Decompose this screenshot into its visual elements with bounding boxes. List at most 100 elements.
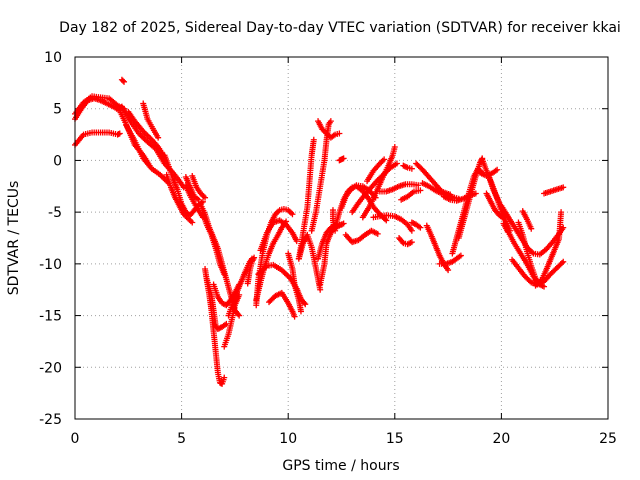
data-series bbox=[359, 143, 398, 221]
data-series bbox=[398, 187, 424, 203]
data-series bbox=[532, 209, 565, 289]
data-point bbox=[529, 249, 536, 256]
data-point bbox=[336, 130, 343, 137]
data-series bbox=[400, 162, 415, 172]
data-point bbox=[558, 260, 565, 267]
data-series bbox=[408, 219, 424, 231]
data-point bbox=[310, 136, 317, 143]
data-series bbox=[257, 217, 300, 254]
data-series bbox=[204, 277, 230, 333]
data-point bbox=[383, 217, 390, 224]
data-point bbox=[528, 225, 535, 232]
data-point bbox=[202, 194, 209, 201]
data-series bbox=[182, 173, 202, 203]
data-point bbox=[393, 160, 400, 167]
y-tick-label: -15 bbox=[39, 309, 62, 325]
data-point bbox=[236, 312, 243, 319]
data-series bbox=[285, 250, 304, 315]
data-series bbox=[315, 118, 343, 141]
data-point bbox=[408, 165, 415, 172]
data-point bbox=[374, 230, 381, 237]
data-point bbox=[317, 286, 324, 293]
data-point bbox=[560, 184, 567, 191]
y-tick-label: 10 bbox=[44, 50, 62, 66]
data-point bbox=[195, 196, 202, 203]
data-series bbox=[519, 208, 535, 232]
data-series bbox=[342, 227, 381, 246]
plot-area bbox=[72, 76, 567, 387]
x-tick-label: 10 bbox=[279, 431, 297, 447]
data-series bbox=[189, 172, 209, 201]
data-point bbox=[199, 198, 206, 205]
data-point bbox=[251, 254, 258, 261]
y-tick-label: -10 bbox=[39, 257, 62, 273]
data-point bbox=[399, 238, 406, 245]
data-point bbox=[302, 301, 309, 308]
y-tick-label: 0 bbox=[53, 153, 62, 169]
data-point bbox=[301, 299, 308, 306]
data-point bbox=[340, 155, 347, 162]
data-point bbox=[560, 224, 567, 231]
plot-frame bbox=[74, 56, 609, 420]
data-point bbox=[417, 187, 424, 194]
data-point bbox=[415, 182, 422, 189]
data-series bbox=[541, 184, 567, 197]
data-series bbox=[515, 219, 548, 290]
data-point bbox=[558, 209, 565, 216]
x-tick-label: 25 bbox=[599, 431, 617, 447]
y-tick-label: 5 bbox=[53, 102, 62, 118]
data-point bbox=[457, 252, 464, 259]
data-series bbox=[370, 212, 415, 234]
y-axis-title: SDTVAR / TECUs bbox=[6, 181, 22, 296]
data-series bbox=[163, 171, 196, 226]
data-series bbox=[364, 156, 388, 185]
data-series bbox=[140, 100, 162, 141]
data-point bbox=[408, 239, 415, 246]
data-point bbox=[155, 134, 162, 141]
data-point bbox=[381, 156, 388, 163]
data-point bbox=[338, 221, 345, 228]
data-series bbox=[396, 235, 415, 248]
data-point bbox=[235, 311, 242, 318]
data-series bbox=[123, 122, 172, 187]
data-point bbox=[116, 130, 123, 137]
data-point bbox=[221, 271, 228, 278]
chart-title: Day 182 of 2025, Sidereal Day-to-day VTE… bbox=[59, 20, 621, 36]
x-tick-label: 15 bbox=[386, 431, 404, 447]
data-series bbox=[376, 181, 422, 195]
data-series bbox=[182, 182, 206, 221]
x-tick-label: 20 bbox=[492, 431, 510, 447]
x-tick-label: 0 bbox=[71, 431, 80, 447]
data-series bbox=[118, 76, 128, 85]
data-series bbox=[266, 289, 298, 320]
data-series bbox=[308, 118, 334, 234]
y-tick-label: -20 bbox=[39, 360, 62, 376]
data-point bbox=[121, 78, 128, 85]
data-series bbox=[336, 155, 347, 164]
data-point bbox=[221, 374, 228, 381]
data-point bbox=[560, 258, 567, 265]
data-point bbox=[391, 143, 398, 150]
data-series bbox=[295, 136, 317, 262]
tick-labels: 0 5 10 15 20 25 -25 -20 -15 -10 -5 0 5 10 bbox=[39, 50, 617, 447]
data-series bbox=[455, 155, 486, 241]
data-series bbox=[423, 222, 452, 274]
data-series bbox=[436, 252, 464, 267]
x-tick-label: 5 bbox=[177, 431, 186, 447]
data-point bbox=[417, 224, 424, 231]
data-series bbox=[253, 218, 290, 304]
data-point bbox=[291, 313, 298, 320]
data-series bbox=[199, 211, 228, 278]
data-point bbox=[537, 277, 544, 284]
data-point bbox=[504, 228, 511, 235]
data-point bbox=[119, 77, 126, 84]
data-point bbox=[494, 166, 501, 173]
data-point bbox=[327, 118, 334, 125]
y-tick-label: -5 bbox=[48, 205, 62, 221]
x-axis-title: GPS time / hours bbox=[282, 458, 399, 474]
data-point bbox=[297, 308, 304, 315]
data-point bbox=[445, 267, 452, 274]
data-point bbox=[408, 227, 415, 234]
